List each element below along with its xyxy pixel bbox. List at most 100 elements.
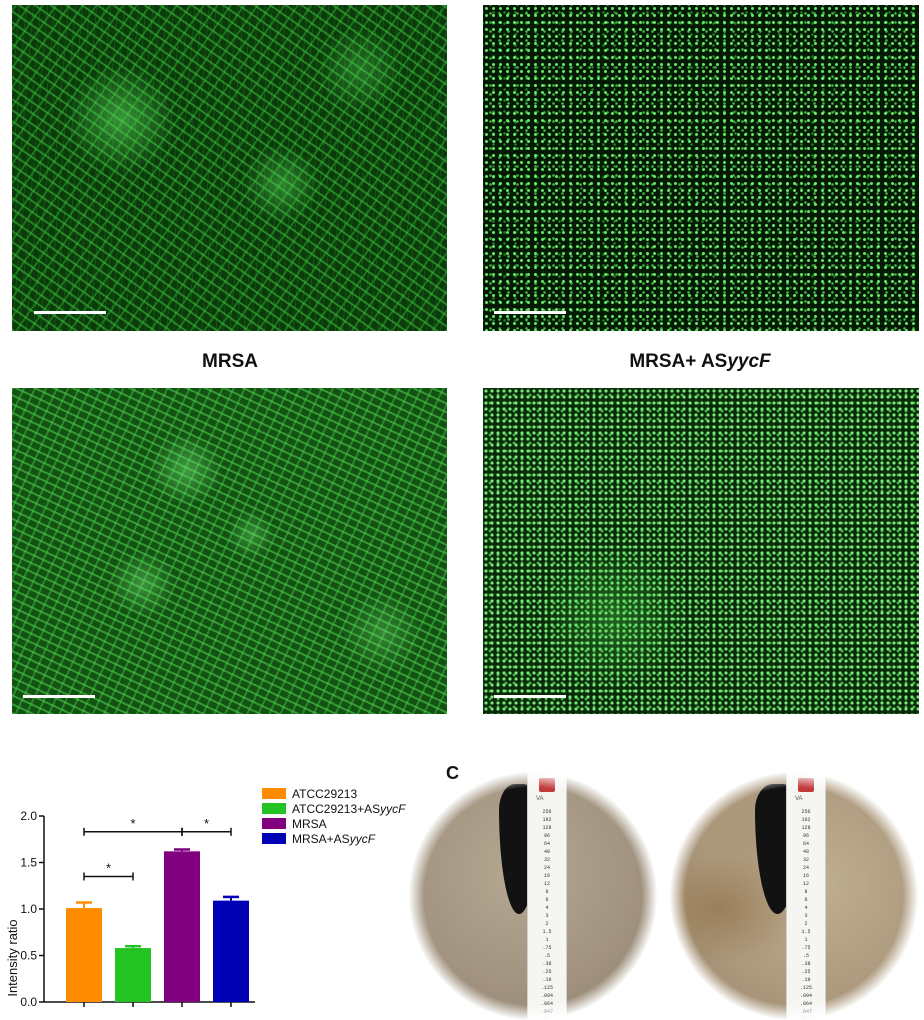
scattered-cells-texture	[483, 5, 919, 331]
strip-scale-mark: .094	[799, 993, 812, 999]
y-tick-label: 2.0	[20, 809, 37, 823]
strip-scale-mark: 8	[804, 889, 808, 895]
strip-scale-mark: .064	[799, 1001, 812, 1007]
etest-plate-left: VA 256 192 128 96 64 48 32 24 16 12 8 6 4 3 2 1.5 1.75.5…	[409, 772, 657, 1020]
bar-3	[164, 851, 200, 1002]
strip-scale-mark: 96	[543, 833, 550, 839]
strip-scale-mark: .032	[799, 1017, 812, 1020]
legend-label-prefix: MRSA+AS	[292, 832, 350, 846]
strip-scale-mark: 192	[801, 817, 811, 823]
strip-scale-mark: .19	[801, 977, 811, 983]
strip-scale-mark: .047	[799, 1009, 812, 1015]
legend-label: ATCC29213+ASyycF	[292, 802, 406, 816]
y-tick-label: 0.0	[20, 995, 37, 1009]
etest-strip: VA 256 192 128 96 64 48 32 24 16 12 8 6 4 3 2 1.5 1.75.5…	[786, 772, 826, 1020]
significance-star: *	[130, 816, 135, 831]
strip-logo-icon	[539, 778, 555, 792]
legend-swatch	[262, 788, 286, 799]
scale-bar	[23, 695, 95, 698]
bar-4	[213, 900, 249, 1002]
strip-scale-mark: 1.5	[542, 929, 552, 935]
strip-logo-icon	[798, 778, 814, 792]
strip-scale-mark: .5	[543, 953, 550, 959]
legend-swatch	[262, 833, 286, 844]
label-mrsa: MRSA	[202, 351, 258, 372]
strip-scale-mark: 128	[542, 825, 552, 831]
strip-scale-mark: 24	[543, 865, 550, 871]
strip-scale: 256 192 128 96 64 48 32 24 16 12 8 6 4 3 2 1.5 1.75.5.38…	[790, 808, 822, 1020]
strip-scale-mark: 1	[545, 937, 549, 943]
significance-star: *	[106, 860, 111, 875]
legend-label-prefix: ATCC29213	[292, 787, 358, 801]
strip-scale-mark: .75	[542, 945, 552, 951]
strip-scale-mark: 48	[543, 849, 550, 855]
strip-scale-mark: 256	[542, 809, 552, 815]
legend-label-gene: yycF	[380, 802, 406, 816]
strip-scale-mark: 64	[543, 841, 550, 847]
strip-scale-mark: 256	[801, 809, 811, 815]
strip-scale-mark: .032	[540, 1017, 553, 1020]
strip-scale-mark: .38	[542, 961, 552, 967]
legend-label-prefix: MRSA	[292, 817, 327, 831]
strip-scale-mark: 2	[545, 921, 549, 927]
strip-scale-mark: .125	[799, 985, 812, 991]
legend-label: MRSA	[292, 817, 327, 831]
micrograph-atcc29213	[12, 5, 447, 331]
legend-label-gene: yycF	[349, 832, 376, 846]
scale-bar	[494, 695, 566, 698]
strip-scale-mark: .5	[802, 953, 809, 959]
label-mrsa-asyycf-gene: yycF	[727, 351, 771, 372]
scale-bar	[34, 311, 106, 314]
strip-scale-mark: 12	[543, 881, 550, 887]
legend-swatch	[262, 803, 286, 814]
strip-scale-mark: 1.5	[801, 929, 811, 935]
strip-scale-mark: 6	[804, 897, 808, 903]
strip-code: VA	[536, 796, 544, 802]
strip-scale-mark: 4	[545, 905, 549, 911]
strip-scale-mark: 2	[804, 921, 808, 927]
strip-scale-mark: .125	[540, 985, 553, 991]
scale-bar	[494, 311, 566, 314]
strip-scale-mark: 8	[545, 889, 549, 895]
micrograph-atcc29213-asyycf	[483, 5, 919, 331]
bar-2	[115, 948, 151, 1002]
plot-area: 0.0 0.5 1.0 1.5 2.0 * * *	[20, 809, 255, 1009]
strip-scale-mark: 16	[802, 873, 809, 879]
biofilm-network-texture	[12, 388, 447, 714]
y-axis-label: Intensity ratio	[5, 919, 20, 996]
strip-scale-mark: .064	[540, 1001, 553, 1007]
biofilm-network-texture	[12, 5, 447, 331]
legend-label: ATCC29213	[292, 787, 357, 801]
strip-scale-mark: 48	[802, 849, 809, 855]
intensity-ratio-bar-chart: Intensity ratio 0.0 0.5 1.0 1.5 2.0 * * *	[5, 809, 255, 1009]
y-tick-label: 0.5	[20, 949, 37, 963]
scattered-cells-texture	[483, 388, 919, 714]
micrograph-mrsa	[12, 388, 447, 714]
strip-scale: 256 192 128 96 64 48 32 24 16 12 8 6 4 3 2 1.5 1.75.5.38…	[531, 808, 563, 1020]
strip-scale-mark: 32	[543, 857, 550, 863]
strip-code: VA	[795, 796, 803, 802]
strip-scale-mark: .25	[801, 969, 811, 975]
strip-scale-mark: 64	[802, 841, 809, 847]
significance-star: *	[204, 816, 209, 831]
bar-1	[66, 908, 102, 1002]
strip-scale-mark: 6	[545, 897, 549, 903]
label-mrsa-asyycf: MRSA+ ASyycF	[590, 351, 810, 373]
strip-scale-mark: 24	[802, 865, 809, 871]
etest-strip: VA 256 192 128 96 64 48 32 24 16 12 8 6 4 3 2 1.5 1.75.5…	[527, 772, 567, 1020]
strip-scale-mark: 1	[804, 937, 808, 943]
strip-scale-mark: 12	[802, 881, 809, 887]
strip-scale-mark: 96	[802, 833, 809, 839]
strip-scale-mark: .38	[801, 961, 811, 967]
strip-scale-mark: .047	[540, 1009, 553, 1015]
strip-scale-mark: 3	[545, 913, 549, 919]
legend-label-prefix: ATCC29213+AS	[292, 802, 381, 816]
legend-swatch	[262, 818, 286, 829]
strip-scale-mark: 4	[804, 905, 808, 911]
strip-scale-mark: 32	[802, 857, 809, 863]
label-mrsa-asyycf-prefix: MRSA+ AS	[629, 351, 728, 372]
strip-scale-mark: .094	[540, 993, 553, 999]
strip-scale-mark: 192	[542, 817, 552, 823]
micrograph-mrsa-asyycf	[483, 388, 919, 714]
strip-scale-mark: 16	[543, 873, 550, 879]
